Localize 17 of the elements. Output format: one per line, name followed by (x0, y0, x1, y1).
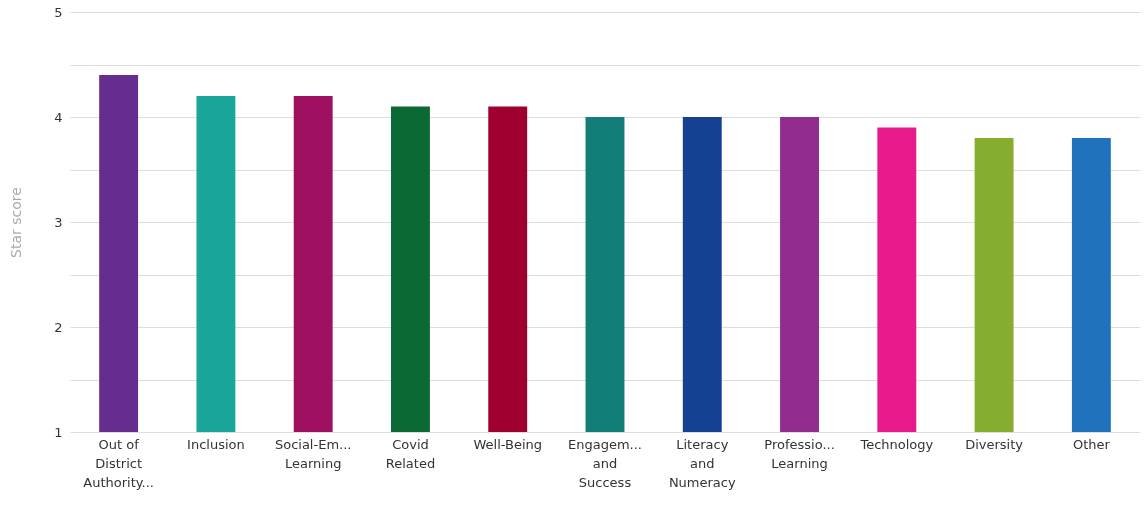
y-tick-label: 1 (54, 424, 63, 440)
x-tick-label: Professio... Learning (764, 436, 835, 471)
x-tick-label: Inclusion (187, 436, 245, 452)
y-axis-title: Star score (8, 187, 25, 258)
x-tick-label: Diversity (965, 436, 1024, 452)
x-tick-label: Social-Em... Learning (274, 436, 352, 471)
x-tick-label: Technology (859, 436, 934, 452)
x-tick-label: Covid Related (385, 436, 436, 471)
y-tick-label: 5 (54, 4, 63, 20)
y-tick-label: 2 (54, 319, 63, 335)
y-tick-label: 3 (54, 214, 63, 230)
x-tick-label: Engagem... and Success (568, 436, 642, 490)
x-tick-label: Other (1072, 436, 1111, 452)
x-tick-label: Well-Being (473, 436, 543, 452)
y-tick-label: 4 (54, 109, 63, 125)
x-tick-label: Out of District Authority... (83, 436, 154, 490)
x-tick-label: Literacy and Numeracy (668, 436, 736, 490)
